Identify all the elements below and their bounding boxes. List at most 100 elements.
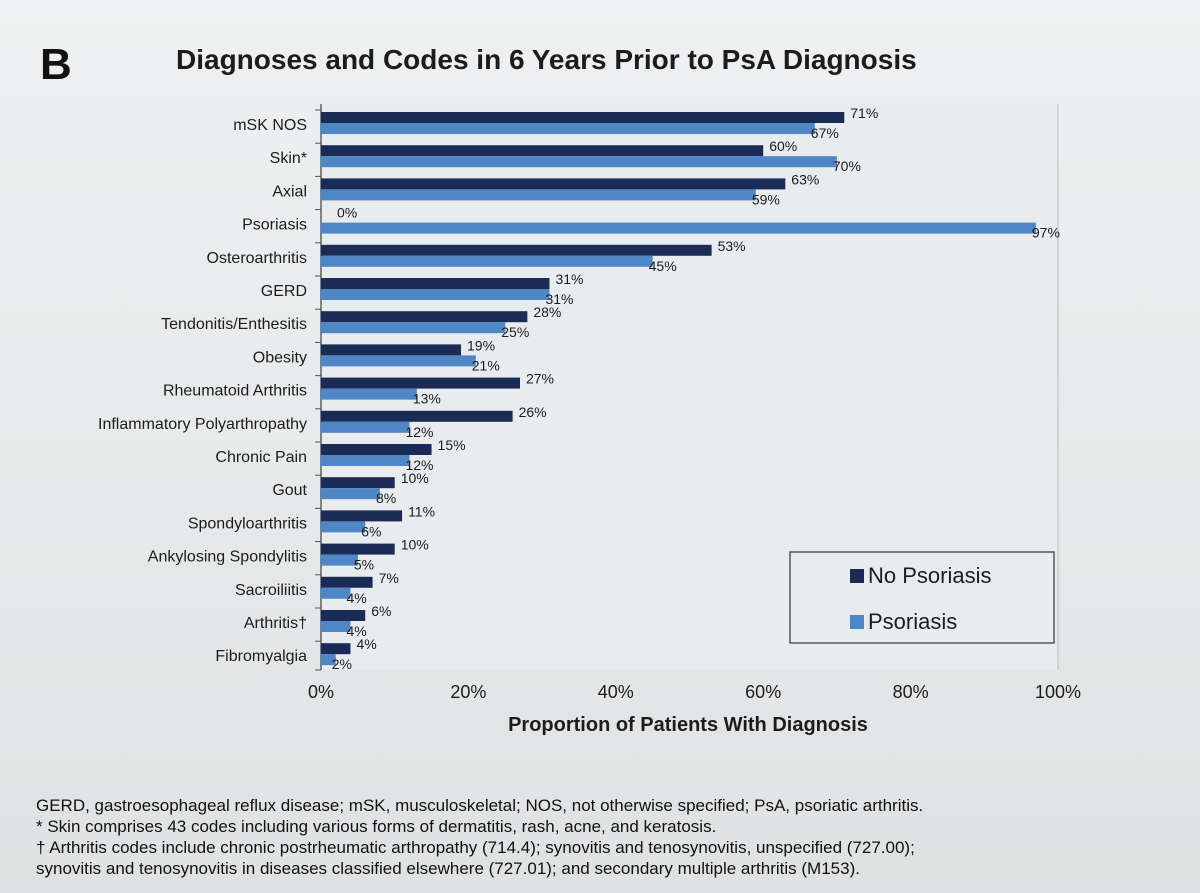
data-label: 7% xyxy=(379,570,399,586)
bar-psoriasis xyxy=(321,421,410,433)
x-tick-labels-group: 0% 20% 40% 60% 80% 100% xyxy=(308,682,1081,702)
x-tick-label: 20% xyxy=(450,682,486,702)
bar-no-psoriasis xyxy=(321,477,395,489)
category-label: Psoriasis xyxy=(242,217,307,234)
footnote-arthritis-cont: synovitis and tenosynovitis in diseases … xyxy=(36,859,860,878)
data-label: 97% xyxy=(1032,225,1060,241)
data-label: 31% xyxy=(545,291,573,307)
category-label: Inflammatory Polyarthropathy xyxy=(98,416,307,433)
category-label: Arthritis† xyxy=(244,615,307,632)
bar-no-psoriasis xyxy=(321,145,764,157)
legend: No Psoriasis Psoriasis xyxy=(789,551,1055,644)
chart-title: Diagnoses and Codes in 6 Years Prior to … xyxy=(176,44,917,75)
bar-psoriasis xyxy=(321,123,815,134)
footnote-skin: * Skin comprises 43 codes including vari… xyxy=(36,817,717,836)
footnotes: GERD, gastroesophageal reflux disease; m… xyxy=(36,795,1176,879)
bar-no-psoriasis xyxy=(321,377,520,389)
data-label: 60% xyxy=(769,138,797,154)
data-label: 13% xyxy=(413,391,441,407)
x-tick-label: 0% xyxy=(308,682,334,702)
bar-no-psoriasis xyxy=(321,576,373,588)
bar-psoriasis xyxy=(321,156,837,168)
bar-psoriasis xyxy=(321,621,351,632)
data-label: 6% xyxy=(371,603,391,619)
legend-swatch-no-psoriasis xyxy=(850,569,864,583)
bar-psoriasis xyxy=(321,355,476,367)
bar-psoriasis xyxy=(321,488,380,500)
bars-group xyxy=(321,112,1036,666)
bar-psoriasis xyxy=(321,289,550,300)
bar-no-psoriasis xyxy=(321,344,462,356)
category-label: mSK NOS xyxy=(233,117,307,134)
bar-no-psoriasis xyxy=(321,510,403,522)
data-label: 67% xyxy=(811,125,839,141)
data-label: 2% xyxy=(332,656,352,672)
category-label: Spondyloarthritis xyxy=(188,515,307,532)
bar-no-psoriasis xyxy=(321,444,432,455)
x-tick-label: 80% xyxy=(893,682,929,702)
bar-no-psoriasis xyxy=(321,244,712,256)
category-label: Fibromyalgia xyxy=(215,648,307,665)
category-label: Chronic Pain xyxy=(215,449,307,466)
bar-psoriasis xyxy=(321,521,366,533)
panel-label: B xyxy=(40,40,72,89)
data-label: 4% xyxy=(346,590,366,606)
data-label: 8% xyxy=(376,490,396,506)
bar-psoriasis xyxy=(321,587,351,599)
category-label: Obesity xyxy=(253,349,307,366)
legend-box xyxy=(789,551,1055,644)
bar-psoriasis xyxy=(321,255,653,267)
data-label: 70% xyxy=(833,158,861,174)
data-label: 12% xyxy=(405,457,433,473)
data-label: 31% xyxy=(555,271,583,287)
bar-no-psoriasis xyxy=(321,643,351,655)
legend-label-no-psoriasis: No Psoriasis xyxy=(868,563,991,588)
category-label: Osteroarthritis xyxy=(207,250,307,267)
data-label: 12% xyxy=(405,424,433,440)
data-label: 26% xyxy=(519,404,547,420)
data-label: 27% xyxy=(526,371,554,387)
data-label: 4% xyxy=(346,623,366,639)
category-label: Skin* xyxy=(270,150,307,167)
bar-psoriasis xyxy=(321,654,336,666)
data-label: 63% xyxy=(791,171,819,187)
data-label: 71% xyxy=(850,105,878,121)
category-label: Sacroiliitis xyxy=(235,582,307,599)
bar-psoriasis xyxy=(321,222,1036,234)
category-label: Rheumatoid Arthritis xyxy=(163,383,307,400)
bar-no-psoriasis xyxy=(321,278,550,289)
bar-psoriasis xyxy=(321,554,358,566)
bar-psoriasis xyxy=(321,388,417,400)
category-label: GERD xyxy=(261,283,307,300)
data-label: 25% xyxy=(501,324,529,340)
data-label: 10% xyxy=(401,537,429,553)
legend-label-psoriasis: Psoriasis xyxy=(868,609,957,634)
data-label: 0% xyxy=(337,205,357,221)
data-label: 19% xyxy=(467,337,495,353)
bar-no-psoriasis xyxy=(321,410,513,422)
data-label: 6% xyxy=(361,523,381,539)
category-label: Axial xyxy=(272,183,307,200)
bar-psoriasis xyxy=(321,189,756,201)
data-label: 11% xyxy=(408,503,435,519)
data-label: 21% xyxy=(472,357,500,373)
bar-no-psoriasis xyxy=(321,311,528,323)
data-label: 10% xyxy=(401,470,429,486)
bar-no-psoriasis xyxy=(321,178,786,190)
category-label: Ankylosing Spondylitis xyxy=(148,549,307,566)
bar-no-psoriasis xyxy=(321,112,845,123)
bar-psoriasis xyxy=(321,455,410,466)
x-tick-label: 40% xyxy=(598,682,634,702)
data-label: 59% xyxy=(752,191,780,207)
footnote-arthritis: † Arthritis codes include chronic postrh… xyxy=(36,838,915,857)
x-tick-label: 60% xyxy=(745,682,781,702)
data-label: 4% xyxy=(356,636,376,652)
data-label: 5% xyxy=(354,557,374,573)
data-label: 45% xyxy=(649,258,677,274)
bar-psoriasis xyxy=(321,322,506,334)
category-labels-group: mSK NOS Skin* Axial Psoriasis Osteroarthriti… xyxy=(98,117,308,665)
footnote-abbreviations: GERD, gastroesophageal reflux disease; m… xyxy=(36,796,924,815)
legend-swatch-psoriasis xyxy=(850,615,864,629)
category-label: Gout xyxy=(272,482,307,499)
data-label: 15% xyxy=(438,437,466,453)
